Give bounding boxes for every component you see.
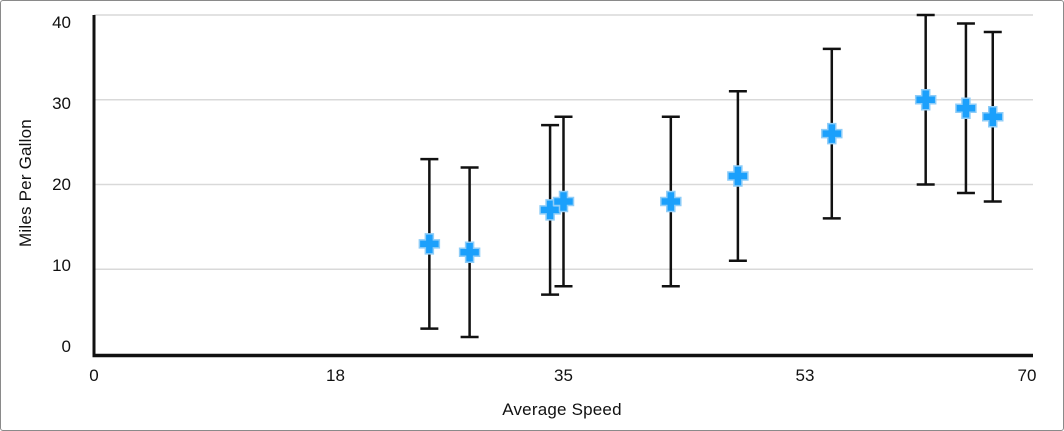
y-tick-label-40: 40 xyxy=(52,13,71,32)
data-point-marker-9 xyxy=(982,105,1004,128)
y-tick-label-10: 10 xyxy=(52,256,71,275)
data-point-marker-7 xyxy=(914,89,937,111)
y-tick-label-20: 20 xyxy=(52,175,71,194)
y-tick-label-30: 30 xyxy=(52,94,71,113)
x-tick-label-0: 0 xyxy=(89,366,98,385)
data-point-marker-4 xyxy=(660,190,682,213)
data-point-marker-6 xyxy=(821,122,843,145)
x-axis-title: Average Speed xyxy=(502,400,622,419)
y-tick-label-0: 0 xyxy=(62,337,71,356)
x-tick-label-53: 53 xyxy=(795,366,814,385)
y-axis-title: Miles Per Gallon xyxy=(16,119,35,247)
x-tick-label-70: 70 xyxy=(1018,366,1037,385)
x-tick-label-35: 35 xyxy=(554,366,573,385)
x-tick-label-18: 18 xyxy=(326,366,345,385)
data-point-marker-8 xyxy=(955,97,977,119)
data-point-marker-1 xyxy=(458,241,481,264)
data-point-marker-0 xyxy=(418,233,441,255)
data-point-marker-3 xyxy=(552,190,575,213)
data-point-marker-5 xyxy=(727,165,749,187)
